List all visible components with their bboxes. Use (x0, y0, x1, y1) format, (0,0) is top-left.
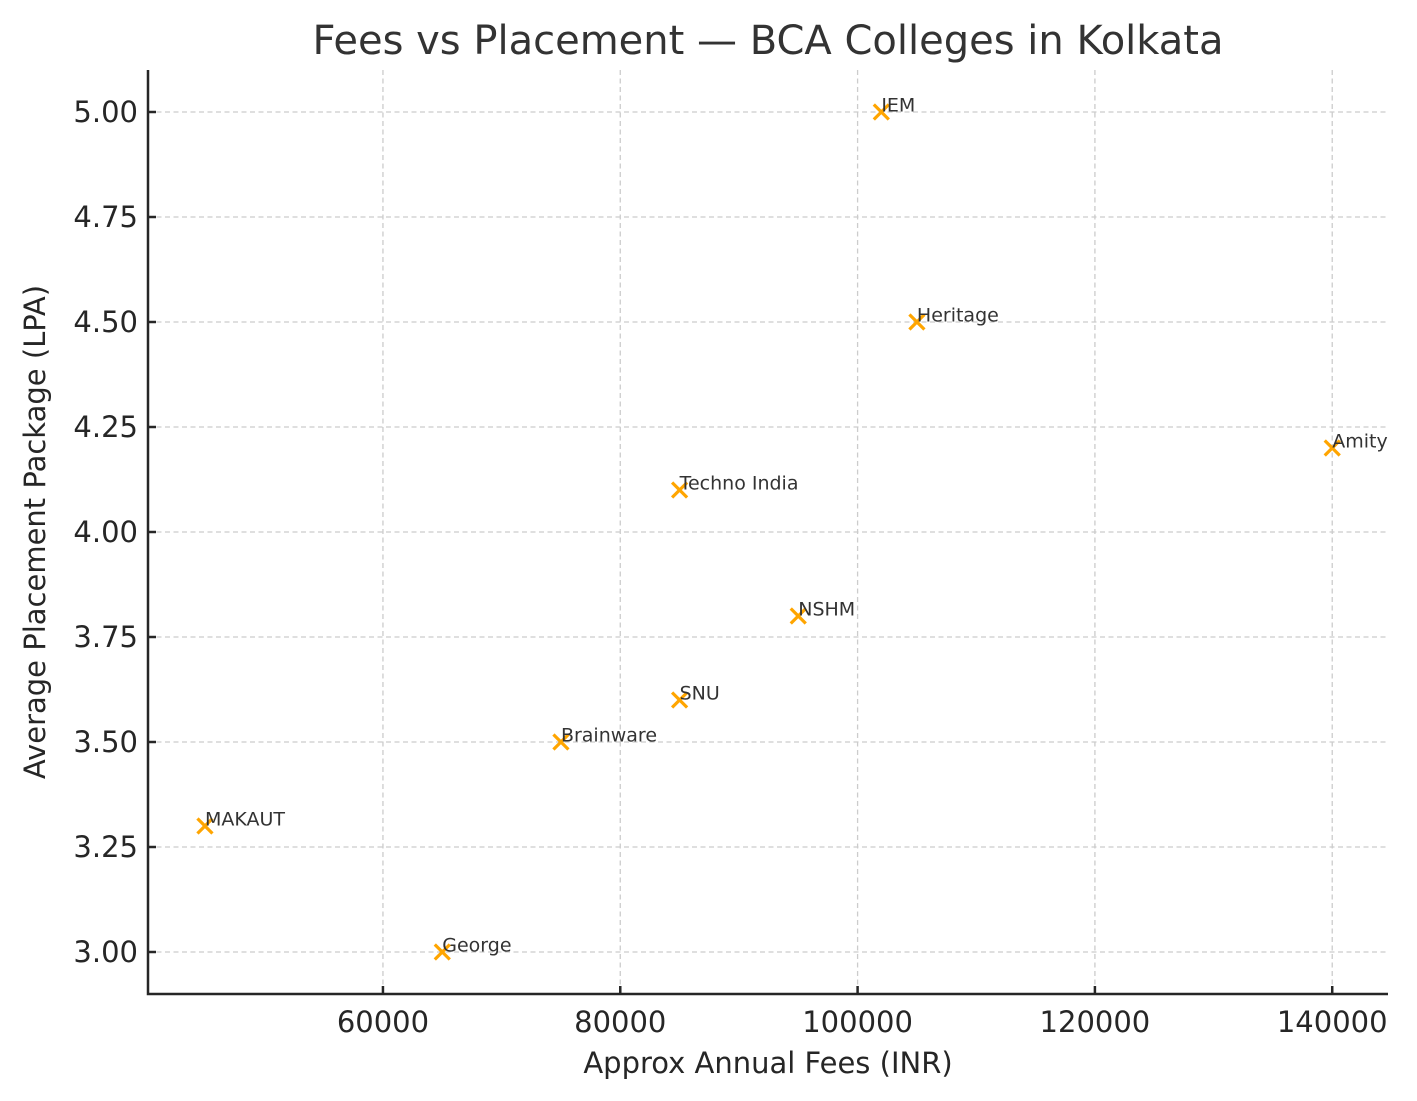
x-marker-icon (1323, 439, 1341, 457)
data-point: IEM (872, 95, 915, 121)
grid-lines (148, 70, 1388, 994)
x-marker-icon (872, 103, 890, 121)
y-tick-label: 4.50 (73, 305, 138, 339)
y-tick-label: 4.00 (73, 515, 138, 549)
x-tick-label: 60000 (337, 1005, 429, 1039)
x-marker-icon (789, 607, 807, 625)
data-point: Heritage (908, 305, 999, 331)
x-tick-label: 80000 (574, 1005, 666, 1039)
y-axis-label: Average Placement Package (LPA) (18, 285, 52, 779)
y-tick-label: 5.00 (73, 95, 138, 129)
y-tick-label: 3.75 (73, 620, 138, 654)
point-label: MAKAUT (205, 809, 285, 831)
data-points: MAKAUT George Brainware SNU Techno India NSHM… (196, 95, 1388, 961)
point-label: Amity (1332, 431, 1387, 453)
tick-labels: 60000 80000 100000 120000 140000 3.00 3.25 3.50… (73, 95, 1387, 1039)
x-marker-icon (908, 313, 926, 331)
x-marker-icon (552, 733, 570, 751)
point-label: NSHM (798, 599, 855, 621)
chart-title: Fees vs Placement — BCA Colleges in Kolk… (313, 18, 1224, 64)
data-point: Amity (1323, 431, 1388, 457)
data-point: Brainware (552, 725, 657, 751)
x-marker-icon (196, 817, 214, 835)
data-point: Techno India (670, 473, 799, 499)
data-point: MAKAUT (196, 809, 285, 835)
x-marker-icon (433, 943, 451, 961)
x-tick-label: 100000 (802, 1005, 913, 1039)
data-point: George (433, 935, 512, 961)
point-label: George (442, 935, 511, 957)
point-label: IEM (881, 95, 915, 117)
axis-spines (146, 70, 1388, 996)
y-tick-label: 4.75 (73, 200, 138, 234)
x-tick-label: 140000 (1277, 1005, 1388, 1039)
point-label: SNU (680, 683, 720, 705)
point-label: Brainware (561, 725, 657, 747)
point-label: Techno India (679, 473, 799, 495)
x-tick-label: 120000 (1040, 1005, 1151, 1039)
x-marker-icon (670, 691, 689, 709)
data-point: SNU (670, 683, 720, 709)
y-tick-label: 3.00 (73, 935, 138, 969)
y-tick-label: 4.25 (73, 410, 138, 444)
x-axis-label: Approx Annual Fees (INR) (583, 1046, 952, 1080)
y-tick-label: 3.25 (73, 830, 138, 864)
x-marker-icon (670, 481, 689, 499)
point-label: Heritage (917, 305, 999, 327)
axis-ticks (148, 110, 1334, 994)
data-point: NSHM (789, 599, 855, 625)
y-tick-label: 3.50 (73, 725, 138, 759)
